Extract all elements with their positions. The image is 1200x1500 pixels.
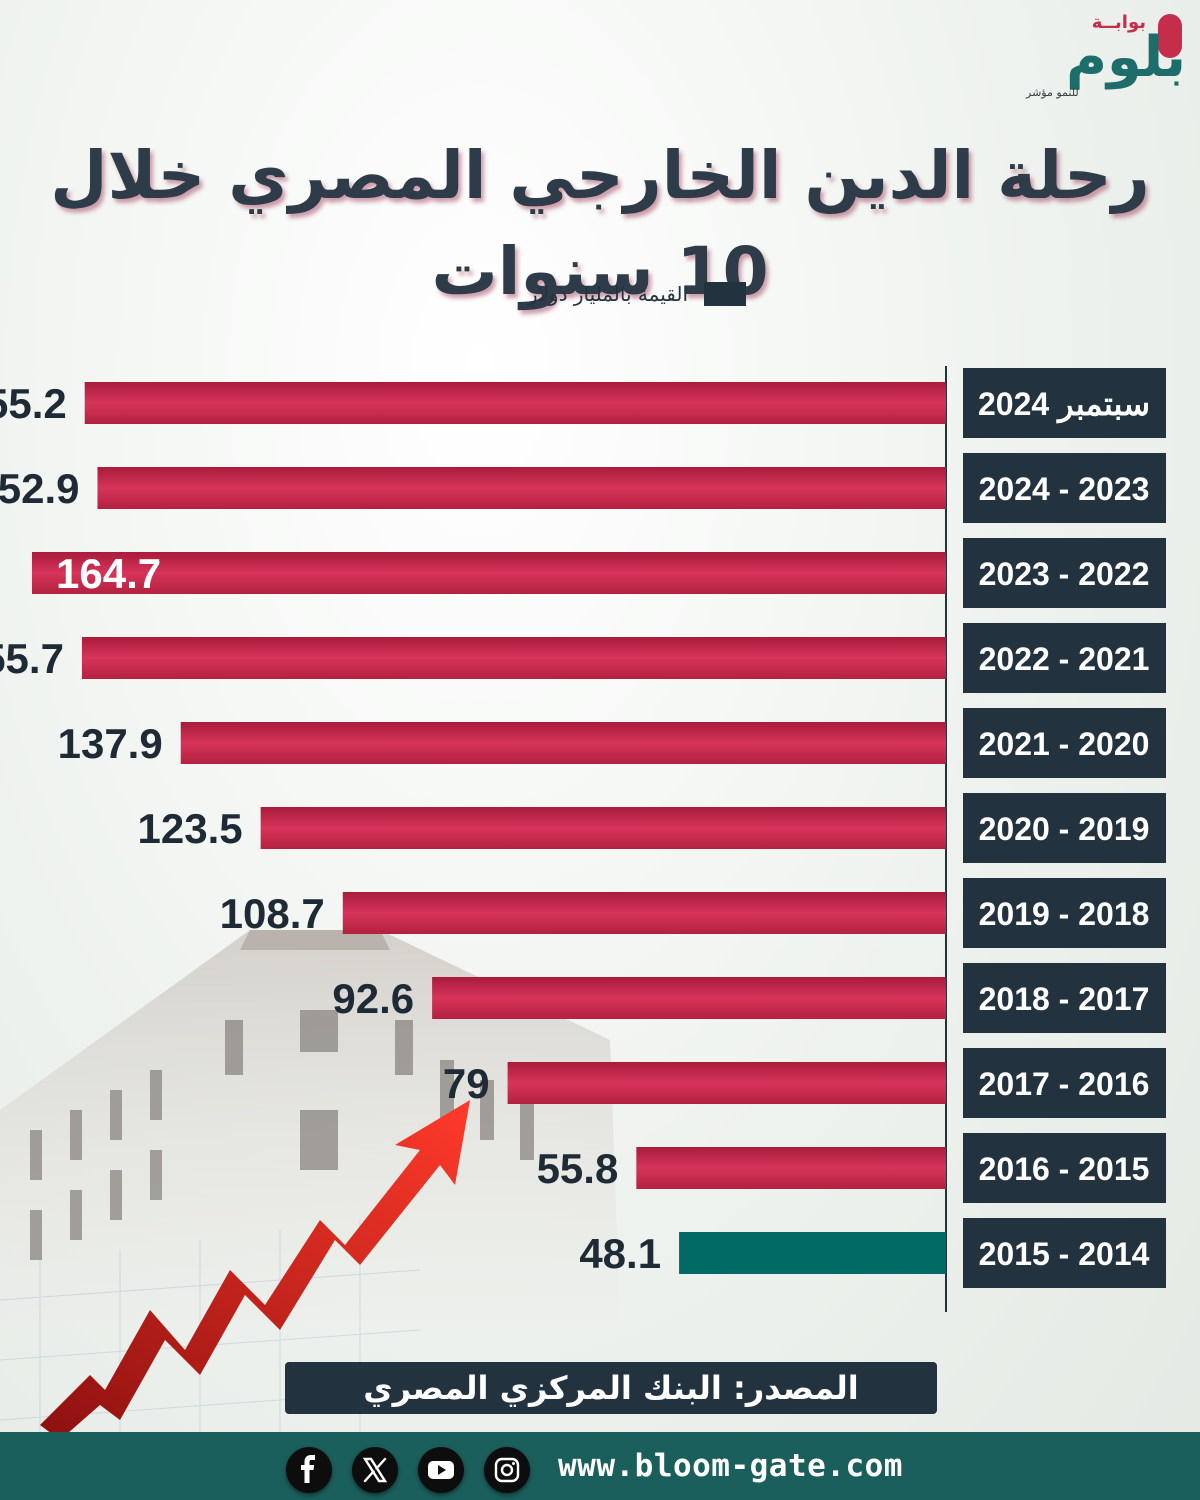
category-box bbox=[963, 878, 1166, 948]
facebook-icon[interactable] bbox=[286, 1447, 332, 1493]
value-label: 155.2 bbox=[0, 380, 67, 427]
logo-tagline: للنمو مؤشر bbox=[1026, 86, 1079, 99]
debt-bar-chart: 155.2 سبتمبر 2024 152.9 2024 - 2023 164.7 202… bbox=[0, 366, 1166, 1312]
central-bank-building-image bbox=[0, 930, 620, 1440]
value-label: 152.9 bbox=[0, 465, 79, 512]
bar bbox=[679, 1232, 946, 1274]
category-box bbox=[963, 708, 1166, 778]
category-box bbox=[963, 963, 1166, 1033]
category-label: سبتمبر 2024 bbox=[978, 386, 1150, 424]
category-box bbox=[963, 623, 1166, 693]
bar bbox=[636, 1147, 946, 1189]
bar bbox=[432, 977, 946, 1019]
bar bbox=[97, 467, 947, 509]
value-label: 92.6 bbox=[332, 975, 414, 1022]
bar bbox=[507, 1062, 946, 1104]
legend-label: القيمة بالمليار دولار bbox=[527, 282, 688, 306]
bar bbox=[342, 892, 946, 934]
bar bbox=[260, 807, 946, 849]
value-label: 55.8 bbox=[537, 1145, 619, 1192]
bar bbox=[32, 552, 946, 594]
instagram-icon[interactable] bbox=[484, 1447, 530, 1493]
bloom-gate-logo[interactable]: بوابــة بلوم للنمو مؤشر bbox=[1026, 12, 1186, 104]
category-label: 2015 - 2014 bbox=[979, 1236, 1150, 1272]
category-box bbox=[963, 538, 1166, 608]
category-box bbox=[963, 453, 1166, 523]
page-title: رحلة الدين الخارجي المصري خلال 10 سنوات bbox=[50, 137, 1150, 310]
website-url[interactable]: www.bloom-gate.com bbox=[558, 1448, 903, 1484]
category-label: 2016 - 2015 bbox=[979, 1151, 1150, 1187]
chart-legend: القيمة بالمليار دولار bbox=[470, 280, 750, 310]
legend-swatch bbox=[704, 282, 746, 306]
bar bbox=[84, 382, 947, 424]
bar bbox=[81, 637, 946, 679]
source-label: المصدر: البنك المركزي المصري bbox=[285, 1362, 937, 1414]
x-icon[interactable] bbox=[352, 1447, 398, 1493]
value-label: 164.7 bbox=[56, 550, 161, 597]
value-label: 108.7 bbox=[220, 890, 325, 937]
category-label: 2024 - 2023 bbox=[979, 471, 1150, 507]
footer-bar: www.bloom-gate.com bbox=[0, 1432, 1200, 1500]
category-label: 2019 - 2018 bbox=[979, 896, 1150, 932]
value-label: 79 bbox=[443, 1060, 490, 1107]
category-box bbox=[963, 793, 1166, 863]
value-label: 48.1 bbox=[579, 1230, 661, 1277]
category-box bbox=[963, 368, 1166, 438]
microphone-icon bbox=[1158, 14, 1182, 58]
youtube-icon[interactable] bbox=[418, 1447, 464, 1493]
category-box bbox=[963, 1048, 1166, 1118]
category-label: 2022 - 2021 bbox=[979, 641, 1150, 677]
logo-main-text: بلوم bbox=[1065, 25, 1186, 90]
value-label: 137.9 bbox=[58, 720, 163, 767]
category-label: 2018 - 2017 bbox=[979, 981, 1150, 1017]
category-label: 2023 - 2022 bbox=[979, 556, 1150, 592]
value-label: 123.5 bbox=[138, 805, 243, 852]
category-label: 2021 - 2020 bbox=[979, 726, 1150, 762]
category-label: 2017 - 2016 bbox=[979, 1066, 1150, 1102]
bar bbox=[180, 722, 946, 764]
category-box bbox=[963, 1133, 1166, 1203]
value-label: 155.7 bbox=[0, 635, 64, 682]
category-label: 2020 - 2019 bbox=[979, 811, 1150, 847]
category-box bbox=[963, 1218, 1166, 1288]
logo-small-text: بوابــة bbox=[1091, 12, 1146, 33]
